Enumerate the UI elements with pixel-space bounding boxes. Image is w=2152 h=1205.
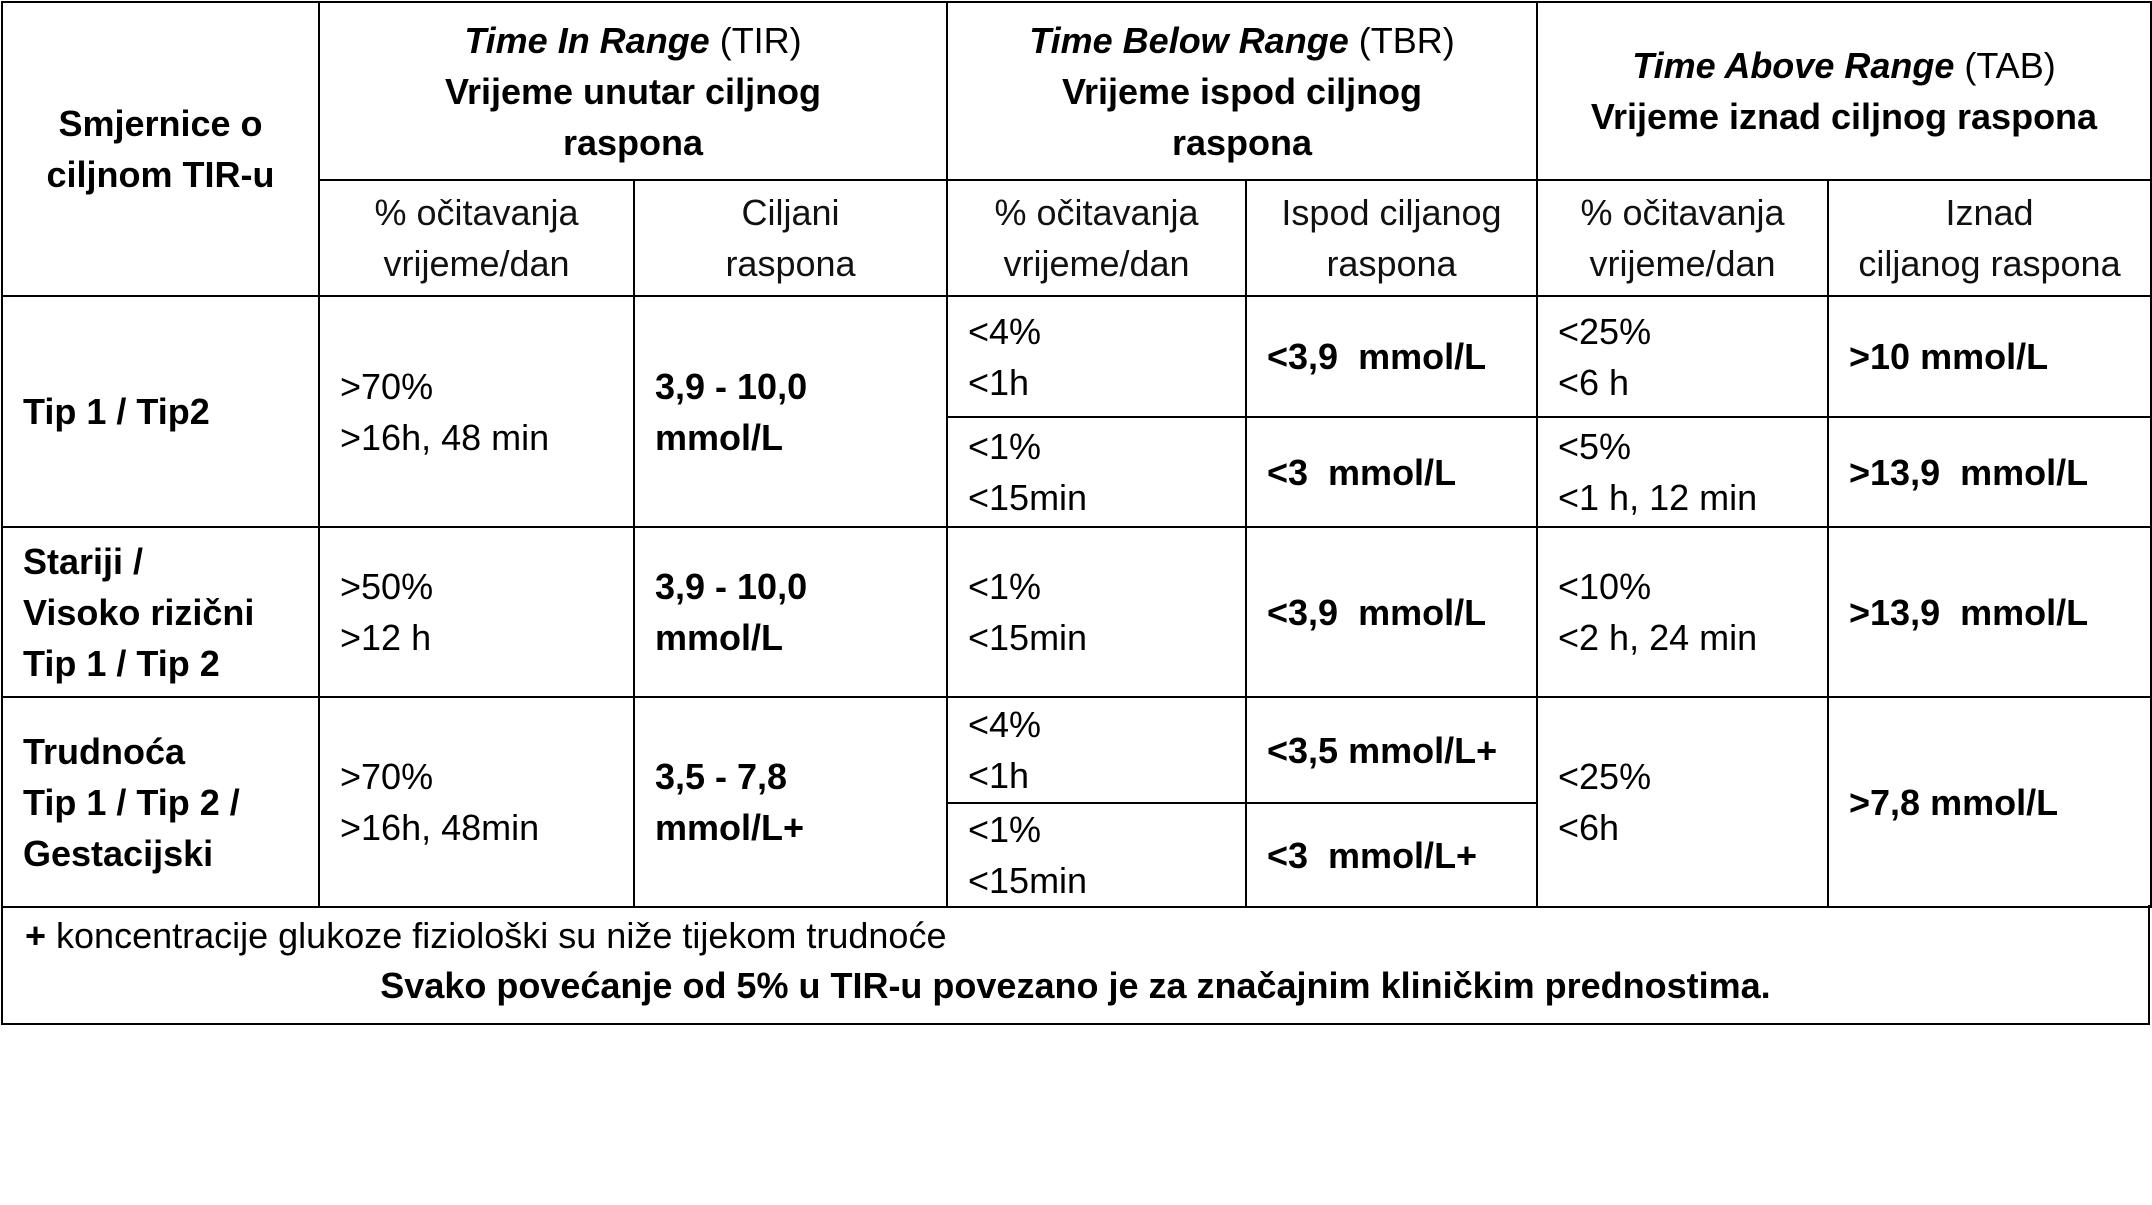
header-tab-abbr: (TAB) bbox=[1954, 45, 2056, 86]
header-tbr: Time Below Range (TBR) Vrijeme ispod cil… bbox=[946, 1, 1538, 181]
row1-tbr-pct-a: <4% <1h bbox=[946, 295, 1247, 418]
row3-tab-pct: <25% <6h bbox=[1536, 696, 1829, 908]
row1-tbr-range-b: <3 mmol/L bbox=[1245, 416, 1538, 528]
table-row: Tip 1 / Tip2 >70% >16h, 48 min 3,9 - 10,… bbox=[1, 295, 2152, 528]
header-tab: Time Above Range (TAB) Vrijeme iznad cil… bbox=[1536, 1, 2152, 181]
row3-tir-pct: >70% >16h, 48min bbox=[318, 696, 635, 908]
header-tbr-title: Time Below Range bbox=[1029, 19, 1349, 61]
header-tir-subtitle-1: Vrijeme unutar ciljnog bbox=[444, 70, 822, 112]
row1-tir-pct: >70% >16h, 48 min bbox=[318, 295, 635, 528]
footer-note-text: koncentracije glukoze fiziološki su niže… bbox=[46, 915, 947, 956]
row-label-pregnancy: Trudnoća Tip 1 / Tip 2 / Gestacijski bbox=[1, 696, 320, 908]
header-tab-title: Time Above Range bbox=[1632, 45, 1955, 86]
row2-tbr-pct: <1% <15min bbox=[946, 526, 1247, 698]
header-tbr-subtitle-1: Vrijeme ispod ciljnog bbox=[1061, 70, 1423, 112]
row1-tir-range: 3,9 - 10,0 mmol/L bbox=[633, 295, 948, 528]
subheader-tir-pct: % očitavanja vrijeme/dan bbox=[318, 179, 635, 297]
table-footer: + koncentracije glukoze fiziološki su ni… bbox=[1, 905, 2150, 1025]
row2-tab-pct: <10% <2 h, 24 min bbox=[1536, 526, 1829, 698]
header-tir: Time In Range (TIR) Vrijeme unutar ciljn… bbox=[318, 1, 948, 181]
row3-tbr-range-a: <3,5 mmol/L+ bbox=[1245, 696, 1538, 804]
header-tir-subtitle-2: raspona bbox=[562, 121, 704, 163]
row3-tab-range: >7,8 mmol/L bbox=[1827, 696, 2152, 908]
table-row: <1% <15min <3 mmol/L <5% <1 h, 12 min >1… bbox=[2, 416, 2152, 528]
subheader-tir-range: Ciljani raspona bbox=[633, 179, 948, 297]
table-row: <1% <15min <3 mmol/L+ bbox=[2, 802, 2151, 908]
row2-tir-pct: >50% >12 h bbox=[318, 526, 635, 698]
row2-tab-range: >13,9 mmol/L bbox=[1827, 526, 2152, 698]
row1-tab-pct-a: <25% <6 h bbox=[1536, 295, 1829, 418]
row1-tab-range-b: >13,9 mmol/L bbox=[1827, 416, 2152, 528]
row3-tbr-pct-b: <1% <15min bbox=[946, 802, 1247, 908]
row-label-type1-type2: Tip 1 / Tip2 bbox=[1, 295, 320, 528]
subheader-tab-range: Iznad ciljanog raspona bbox=[1827, 179, 2152, 297]
subheader-tbr-pct: % očitavanja vrijeme/dan bbox=[946, 179, 1247, 297]
row1-tab-pct-b: <5% <1 h, 12 min bbox=[1536, 416, 1829, 528]
header-guidelines: Smjernice o ciljnom TIR-u bbox=[1, 1, 320, 297]
header-tbr-abbr: (TBR) bbox=[1348, 19, 1455, 61]
header-tir-abbr: (TIR) bbox=[709, 19, 802, 61]
row3-tbr-range-b: <3 mmol/L+ bbox=[1245, 802, 1538, 908]
table-row: Trudnoća Tip 1 / Tip 2 / Gestacijski >70… bbox=[1, 696, 2152, 908]
row2-tbr-range: <3,9 mmol/L bbox=[1245, 526, 1538, 698]
subheader-tbr-range: Ispod ciljanog raspona bbox=[1245, 179, 1538, 297]
row3-tir-range: 3,5 - 7,8 mmol/L+ bbox=[633, 696, 948, 908]
row3-tbr-pct-a: <4% <1h bbox=[946, 696, 1247, 804]
header-tab-subtitle-1: Vrijeme iznad ciljnog raspona bbox=[1590, 96, 2098, 137]
subheader-tab-pct: % očitavanja vrijeme/dan bbox=[1536, 179, 1829, 297]
row2-tir-range: 3,9 - 10,0 mmol/L bbox=[633, 526, 948, 698]
footer-summary: Svako povećanje od 5% u TIR-u povezano j… bbox=[380, 965, 1771, 1006]
tir-guidelines-table: Smjernice o ciljnom TIR-u Time In Range … bbox=[1, 1, 2152, 908]
footer-plus-sign: + bbox=[25, 915, 47, 956]
header-tir-title: Time In Range bbox=[464, 19, 710, 61]
row1-tab-range-a: >10 mmol/L bbox=[1827, 295, 2152, 418]
table-row: Stariji / Visoko rizični Tip 1 / Tip 2 >… bbox=[1, 526, 2152, 698]
row-label-elderly: Stariji / Visoko rizični Tip 1 / Tip 2 bbox=[1, 526, 320, 698]
footer-note: + koncentracije glukoze fiziološki su ni… bbox=[25, 911, 946, 961]
row1-tbr-range-a: <3,9 mmol/L bbox=[1245, 295, 1538, 418]
tir-guidelines-table-wrapper: Smjernice o ciljnom TIR-u Time In Range … bbox=[1, 1, 2152, 908]
row1-tbr-pct-b: <1% <15min bbox=[946, 416, 1247, 528]
header-tbr-subtitle-2: raspona bbox=[1171, 121, 1313, 163]
